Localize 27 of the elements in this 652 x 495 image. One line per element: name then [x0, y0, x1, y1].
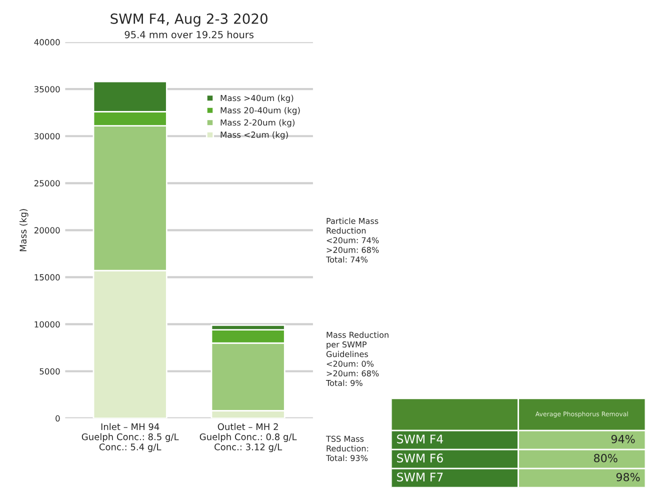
y-tick-label: 10000 [34, 321, 60, 328]
data-label: 94% [611, 434, 635, 444]
legend-label: Mass >40um (kg) [220, 94, 294, 103]
text: Particle Mass Reduction <20um: 74% >20um: 68% Total: 74% [326, 218, 379, 263]
chart-subtitle: 95.4 mm over 19.25 hours [124, 30, 254, 38]
y-tick-label: 0 [56, 415, 60, 422]
y-axis-title: Mass (kg) [20, 209, 28, 252]
data-label: 98% [616, 472, 640, 482]
y-tick-label: 5000 [40, 368, 60, 375]
y-tick-label: 25000 [34, 180, 60, 186]
x-tick-label: Inlet – MH 94 Guelph Conc.: 8.5 g/L Conc.: 5.4 g/L [82, 423, 179, 452]
data-label: 80% [594, 454, 618, 462]
y-tick-label: 40000 [34, 39, 60, 46]
y-tick-label: 20000 [34, 227, 60, 234]
legend-label: Mass <2um (kg) [220, 131, 288, 140]
y-tick-label: 35000 [34, 86, 60, 92]
legend-label: Mass 2-20um (kg) [220, 119, 294, 128]
category-label: SWM F6 [397, 454, 443, 462]
text: Mass Reduction per SWMP Guidelines <20um: 0% >20um: 68% Total: 9% [326, 332, 388, 386]
text: TSS Mass Reduction: Total: 93% [326, 436, 368, 462]
chart-title: SWM F4, Aug 2-3 2020 [110, 13, 268, 27]
y-tick-label: 30000 [34, 133, 60, 140]
legend-label: Mass 20-40um (kg) [220, 106, 300, 116]
category-label: SWM F4 [397, 434, 444, 444]
category-label: SWM F7 [397, 472, 443, 482]
x-tick-label: Outlet – MH 2 Guelph Conc.: 0.8 g/L Conc.: 3.12 g/L [200, 423, 297, 452]
y-tick-label: 15000 [34, 274, 60, 280]
